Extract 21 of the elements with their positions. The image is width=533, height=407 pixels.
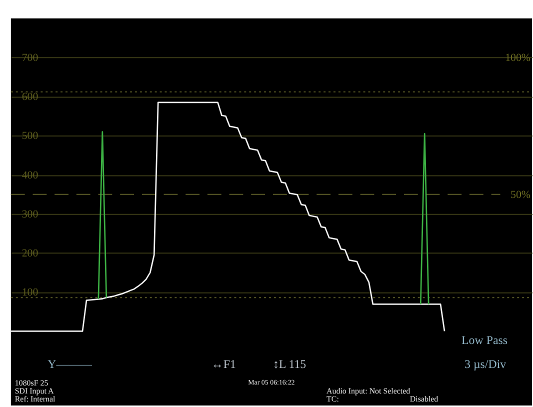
annotation: SDI Input A — [14, 386, 54, 396]
y-tick-label: 600 — [22, 91, 39, 104]
y-tick-label: 700 — [22, 52, 39, 64]
annotation: Low Pass — [462, 332, 508, 347]
annotation: Audio Input: Not Selected — [326, 386, 410, 396]
annotation: 3 µs/Div — [464, 356, 506, 371]
y-tick-label: 100 — [22, 286, 39, 299]
y-tick-label: 200 — [22, 247, 39, 260]
annotation: Y——— — [48, 356, 92, 371]
annotation: Disabled — [410, 394, 438, 404]
line-series — [10, 102, 446, 332]
annotation: Ref: Internal — [14, 394, 56, 404]
annotation: TC: — [326, 394, 339, 404]
y-tick-label: 300 — [22, 208, 39, 220]
y2-tick-label: 100% — [505, 52, 531, 64]
annotation: ↕L 115 — [272, 356, 306, 371]
annotation: 1080sF 25 — [14, 378, 48, 388]
y-tick-label: 500 — [22, 130, 39, 142]
y2-tick-label: 50% — [510, 188, 531, 201]
y-tick-label: 400 — [22, 169, 39, 182]
annotation: ↔F1 — [211, 356, 236, 371]
